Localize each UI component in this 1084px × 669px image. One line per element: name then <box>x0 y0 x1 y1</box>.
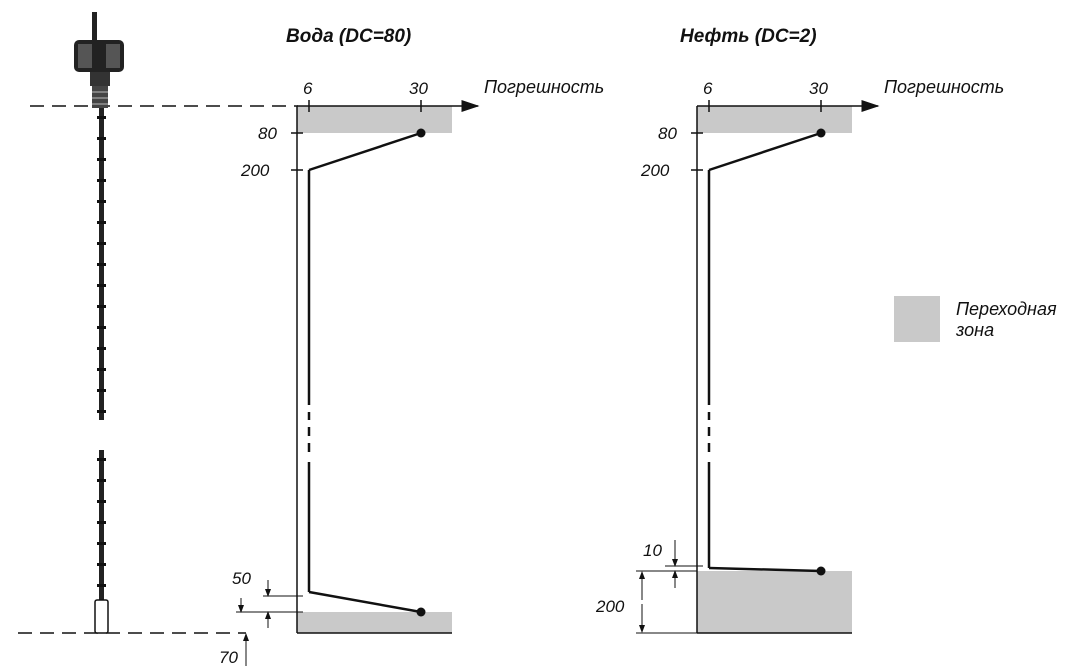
probe-rod-spacer <box>97 116 106 119</box>
oil-dimension-10: 10 <box>643 541 662 560</box>
probe-rod-spacer <box>97 158 106 161</box>
oil-transition-zone-bottom <box>697 571 852 633</box>
probe-rod-spacer <box>97 563 106 566</box>
water-x-tick-30: 30 <box>409 79 428 98</box>
oil-depth-label-80: 80 <box>658 124 677 143</box>
probe-rod-spacer <box>97 347 106 350</box>
probe-rod-spacer <box>97 542 106 545</box>
probe-rod-segment <box>99 450 104 600</box>
water-transition-zone-bottom <box>297 612 452 633</box>
chart-oil-title: Нефть (DC=2) <box>680 26 817 47</box>
probe-rod-spacer <box>97 179 106 182</box>
probe-rod-spacer <box>97 479 106 482</box>
probe-rod-spacer <box>97 521 106 524</box>
water-curve-point-bottom <box>416 607 426 617</box>
probe-rod-spacer <box>97 221 106 224</box>
probe-rod-spacer <box>97 137 106 140</box>
oil-x-tick-6: 6 <box>703 79 713 98</box>
oil-axis-label: Погрешность <box>884 77 1004 97</box>
probe-rod-spacer <box>97 305 106 308</box>
water-x-tick-6: 6 <box>303 79 313 98</box>
oil-curve-point-top <box>816 128 826 138</box>
water-dimension-50: 50 <box>232 569 251 588</box>
legend-label-line2: зона <box>955 320 994 340</box>
oil-dimension-200: 200 <box>595 597 625 616</box>
probe-rod-spacer <box>97 368 106 371</box>
water-transition-zone-top <box>297 106 452 133</box>
water-depth-label-200: 200 <box>240 161 270 180</box>
chart-water-title: Вода (DC=80) <box>286 26 411 47</box>
chart-oil: Нефть (DC=2) Погрешность 6 30 80 200 10 <box>595 26 1004 634</box>
legend-label-line1: Переходная <box>956 299 1057 319</box>
probe-rod-spacer <box>97 284 106 287</box>
probe-rod-spacer <box>97 458 106 461</box>
level-transmitter-probe-icon <box>74 12 124 634</box>
water-depth-label-80: 80 <box>258 124 277 143</box>
legend: Переходная зона <box>894 296 1057 342</box>
probe-rod-spacer <box>97 263 106 266</box>
oil-transition-zone-top <box>697 106 852 133</box>
oil-x-tick-30: 30 <box>809 79 828 98</box>
probe-rod-spacer <box>97 410 106 413</box>
probe-rod-spacer <box>97 242 106 245</box>
oil-curve-point-bottom <box>816 566 826 576</box>
legend-swatch-transition-zone <box>894 296 940 342</box>
probe-rod-spacer <box>97 389 106 392</box>
water-dimension-70: 70 <box>219 648 238 667</box>
water-curve-point-top <box>416 128 426 138</box>
chart-water: Вода (DC=80) Погрешность 6 30 80 200 <box>219 26 604 667</box>
probe-rod-spacer <box>97 500 106 503</box>
probe-rod-spacer <box>97 200 106 203</box>
probe-rod-spacer <box>97 584 106 587</box>
oil-depth-label-200: 200 <box>640 161 670 180</box>
probe-rod-spacer <box>97 326 106 329</box>
water-axis-label: Погрешность <box>484 77 604 97</box>
